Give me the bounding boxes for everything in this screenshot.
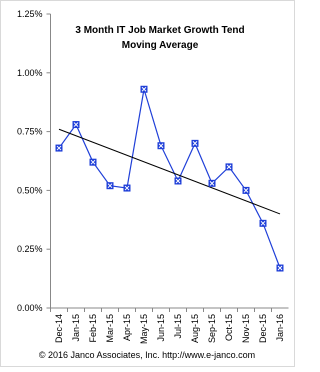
chart-frame — [0, 0, 295, 367]
x-tick-label: Jun-15 — [156, 314, 166, 342]
x-tick-label: Oct-15 — [224, 314, 234, 341]
x-tick-label: Feb-15 — [88, 314, 98, 343]
marker-cross — [141, 86, 147, 92]
marker — [191, 139, 199, 147]
marker — [157, 142, 165, 150]
x-tick-label: Dec-14 — [54, 314, 64, 343]
trend-line — [58, 128, 281, 215]
y-tick-label: 0.25% — [17, 244, 43, 254]
marker-cross — [107, 183, 113, 189]
marker-cross — [73, 122, 79, 127]
x-tick-label: Apr-15 — [122, 314, 132, 341]
marker — [174, 177, 182, 185]
x-tick-label: Dec-15 — [258, 314, 268, 343]
marker-cross — [56, 145, 62, 151]
x-tick-label: May-15 — [139, 314, 149, 344]
marker-cross — [209, 180, 215, 186]
marker — [140, 85, 148, 93]
marker — [276, 264, 284, 272]
marker — [208, 179, 216, 187]
marker-cross — [90, 159, 96, 165]
marker — [89, 158, 97, 166]
y-tick-label: 1.25% — [17, 9, 43, 19]
marker — [55, 144, 63, 152]
footer: © 2016 Janco Associates, Inc. http://www… — [39, 350, 255, 360]
marker-cross — [226, 164, 232, 170]
marker-cross — [192, 141, 198, 146]
marker-cross — [124, 185, 130, 191]
marker-cross — [158, 143, 164, 149]
marker — [225, 163, 233, 171]
marker-cross — [277, 265, 283, 271]
y-tick-label: 0.75% — [17, 127, 43, 137]
y-tick-label: 0.50% — [17, 185, 43, 195]
x-tick-label: Jan-15 — [71, 314, 81, 342]
x-tick-label: Jul-15 — [173, 314, 183, 339]
chart: 3 Month IT Job Market Growth Tend Moving… — [0, 0, 295, 367]
x-tick-label: Aug-15 — [190, 314, 200, 343]
marker — [72, 121, 80, 129]
marker-cross — [243, 188, 249, 193]
x-tick-label: Mar-15 — [105, 314, 115, 343]
marker-cross — [175, 178, 181, 184]
marker-cross — [260, 220, 266, 226]
x-tick-label: Jan-16 — [275, 314, 285, 342]
marker — [106, 182, 114, 190]
chart-subtitle: Moving Average — [122, 40, 199, 51]
marker — [123, 184, 131, 192]
y-tick-label: 0.00% — [17, 303, 43, 313]
y-tick-label: 1.00% — [17, 68, 43, 78]
x-tick-label: Nov-15 — [241, 314, 251, 343]
marker — [259, 219, 267, 227]
marker — [242, 186, 250, 194]
x-tick-label: Sep-15 — [207, 314, 217, 343]
chart-title: 3 Month IT Job Market Growth Tend — [75, 25, 244, 36]
series-line — [58, 89, 281, 269]
